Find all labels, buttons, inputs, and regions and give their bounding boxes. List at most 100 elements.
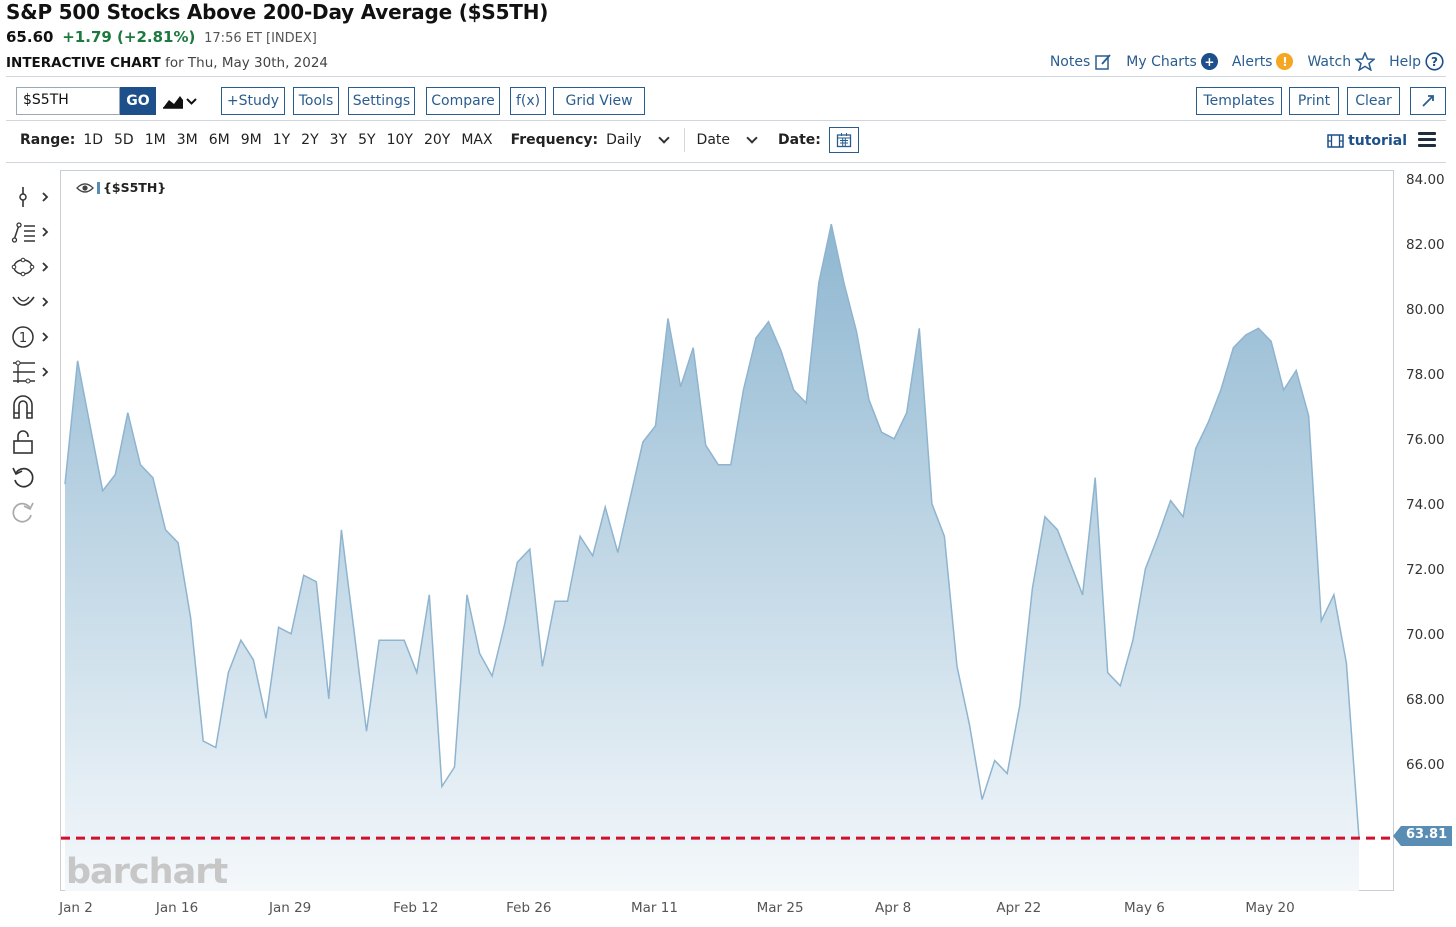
my-charts-label: My Charts (1126, 53, 1197, 70)
settings-button[interactable]: Settings (348, 87, 415, 115)
frequency-select[interactable]: Daily (606, 132, 670, 148)
tool-crosshair[interactable] (10, 182, 54, 212)
data-point (654, 424, 658, 428)
range-9m[interactable]: 9M (240, 132, 262, 148)
compare-button[interactable]: Compare (426, 87, 500, 115)
tool-redo[interactable] (10, 497, 54, 527)
range-1y[interactable]: 1Y (272, 132, 291, 148)
y-tick-label: 70.00 (1406, 627, 1445, 643)
y-tick-label: 82.00 (1406, 237, 1445, 253)
last-price: 65.60 (6, 28, 54, 46)
hamburger-menu-icon[interactable] (1418, 132, 1436, 150)
range-10y[interactable]: 10Y (386, 132, 413, 148)
separator (683, 128, 685, 152)
data-point (1018, 703, 1022, 707)
grid-view-button[interactable]: Grid View (553, 87, 645, 115)
chart-type-icon[interactable] (162, 91, 198, 113)
tool-lock[interactable] (10, 427, 54, 457)
chevron-down-icon (657, 132, 670, 144)
templates-button[interactable]: Templates (1196, 87, 1282, 115)
data-point (704, 443, 708, 447)
data-point (1106, 671, 1110, 675)
range-5y[interactable]: 5Y (358, 132, 376, 148)
tool-undo[interactable] (10, 462, 54, 492)
expand-icon (1422, 95, 1434, 107)
data-point (1131, 638, 1135, 642)
range-1d[interactable]: 1D (83, 132, 103, 148)
y-tick-label: 66.00 (1406, 757, 1445, 773)
data-point (767, 320, 771, 324)
data-point (1043, 515, 1047, 519)
tool-shapes[interactable] (10, 252, 54, 282)
data-point (905, 411, 909, 415)
chart-area[interactable] (60, 170, 1395, 892)
data-point (465, 593, 469, 597)
tool-annotations[interactable]: 1 (10, 322, 54, 352)
date-picker-button[interactable] (828, 127, 859, 153)
range-3y[interactable]: 3Y (329, 132, 348, 148)
chart-subtitle: INTERACTIVE CHART for Thu, May 30th, 202… (6, 55, 328, 71)
alerts-link[interactable]: Alerts ! (1232, 53, 1294, 70)
plus-icon: + (1200, 53, 1218, 70)
fx-button[interactable]: f(x) (510, 87, 546, 115)
series-color-swatch (97, 181, 100, 194)
range-1m[interactable]: 1M (144, 132, 166, 148)
tool-curves[interactable] (10, 287, 54, 317)
date-mode-select[interactable]: Date (697, 132, 758, 148)
tools-button[interactable]: Tools (293, 87, 339, 115)
go-button[interactable]: GO (120, 87, 156, 115)
watch-link[interactable]: Watch (1307, 52, 1376, 71)
film-icon (1327, 134, 1344, 148)
eye-icon[interactable] (76, 182, 94, 194)
data-point (1156, 534, 1160, 538)
range-max[interactable]: MAX (461, 132, 493, 148)
data-point (226, 671, 230, 675)
help-icon: ? (1425, 52, 1444, 71)
help-link[interactable]: Help ? (1389, 52, 1444, 71)
series-area (65, 224, 1359, 891)
number-marker-icon: 1 (12, 326, 49, 348)
range-5d[interactable]: 5D (114, 132, 134, 148)
symbol-input[interactable]: $S5TH (16, 87, 120, 115)
range-6m[interactable]: 6M (208, 132, 230, 148)
frequency-label: Frequency: (510, 132, 599, 148)
data-point (1005, 772, 1009, 776)
data-point (955, 664, 959, 668)
data-point (603, 505, 607, 509)
data-point (352, 629, 356, 633)
data-point (377, 638, 381, 642)
range-2y[interactable]: 2Y (301, 132, 319, 148)
x-tick-label: Jan 29 (268, 900, 312, 916)
tutorial-link[interactable]: tutorial (1327, 133, 1407, 149)
data-point (113, 473, 117, 477)
data-point (176, 541, 180, 545)
data-point (528, 547, 532, 551)
tool-magnet[interactable] (10, 392, 54, 422)
my-charts-link[interactable]: My Charts + (1126, 53, 1218, 70)
tool-lines[interactable] (10, 217, 54, 247)
date-label: Date: (778, 132, 821, 148)
study-button[interactable]: +Study (221, 87, 285, 115)
notes-link[interactable]: Notes (1050, 53, 1112, 71)
series-legend[interactable]: {$S5TH} (76, 180, 166, 195)
undo-icon (12, 467, 34, 488)
chart-date: for Thu, May 30th, 2024 (165, 55, 329, 71)
price-change: +1.79 (+2.81%) (62, 28, 196, 46)
data-point (666, 317, 670, 321)
x-tick-label: Mar 25 (756, 900, 804, 916)
range-3m[interactable]: 3M (176, 132, 198, 148)
fullscreen-button[interactable] (1410, 87, 1446, 115)
x-tick-label: Jan 2 (59, 900, 93, 916)
interactive-chart-label: INTERACTIVE CHART (6, 55, 161, 71)
price-chart[interactable] (61, 171, 1395, 892)
print-button[interactable]: Print (1289, 87, 1339, 115)
clear-button[interactable]: Clear (1347, 87, 1400, 115)
data-point (540, 664, 544, 668)
data-point (1081, 593, 1085, 597)
divider-mid (6, 120, 1446, 121)
range-20y[interactable]: 20Y (423, 132, 451, 148)
data-point (277, 625, 281, 629)
data-point (76, 359, 80, 363)
data-point (729, 463, 733, 467)
tool-fibonacci[interactable] (10, 357, 54, 387)
